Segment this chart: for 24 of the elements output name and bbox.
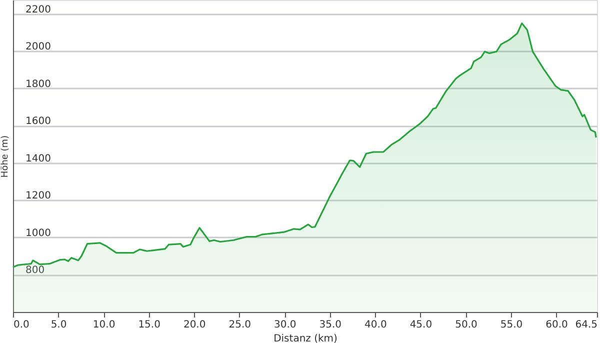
x-tick-label: 10.0 — [92, 320, 116, 330]
y-tick-label: 800 — [26, 265, 45, 276]
y-tick-label: 1000 — [26, 228, 51, 239]
x-tick-label: 5.0 — [50, 320, 67, 330]
x-tick-label: 40.0 — [364, 320, 387, 330]
y-tick-label: 1800 — [26, 78, 51, 90]
x-tick-label: 60.0 — [546, 320, 568, 330]
x-tick-label: 50.0 — [455, 320, 478, 330]
y-axis-title: Höhe (m) — [0, 135, 10, 178]
x-tick-label: 55.0 — [500, 320, 523, 330]
x-tick-label: 64.5 — [575, 320, 598, 330]
y-tick-label: 2200 — [26, 4, 51, 16]
y-tick-label: 1200 — [26, 190, 51, 202]
x-tick-label: 35.0 — [319, 320, 342, 330]
x-tick-label: 25.0 — [228, 320, 251, 330]
x-tick-label: 20.0 — [183, 320, 206, 330]
y-tick-label: 1600 — [26, 116, 51, 128]
x-tick-label: 0.0 — [14, 320, 30, 330]
x-axis-title: Distanz (km) — [274, 334, 338, 343]
y-tick-label: 2000 — [26, 42, 51, 53]
x-tick-label: 15.0 — [138, 320, 160, 330]
y-tick-label: 1400 — [26, 153, 51, 164]
x-tick-label: 30.0 — [274, 320, 296, 330]
x-tick-label: 45.0 — [410, 320, 432, 330]
